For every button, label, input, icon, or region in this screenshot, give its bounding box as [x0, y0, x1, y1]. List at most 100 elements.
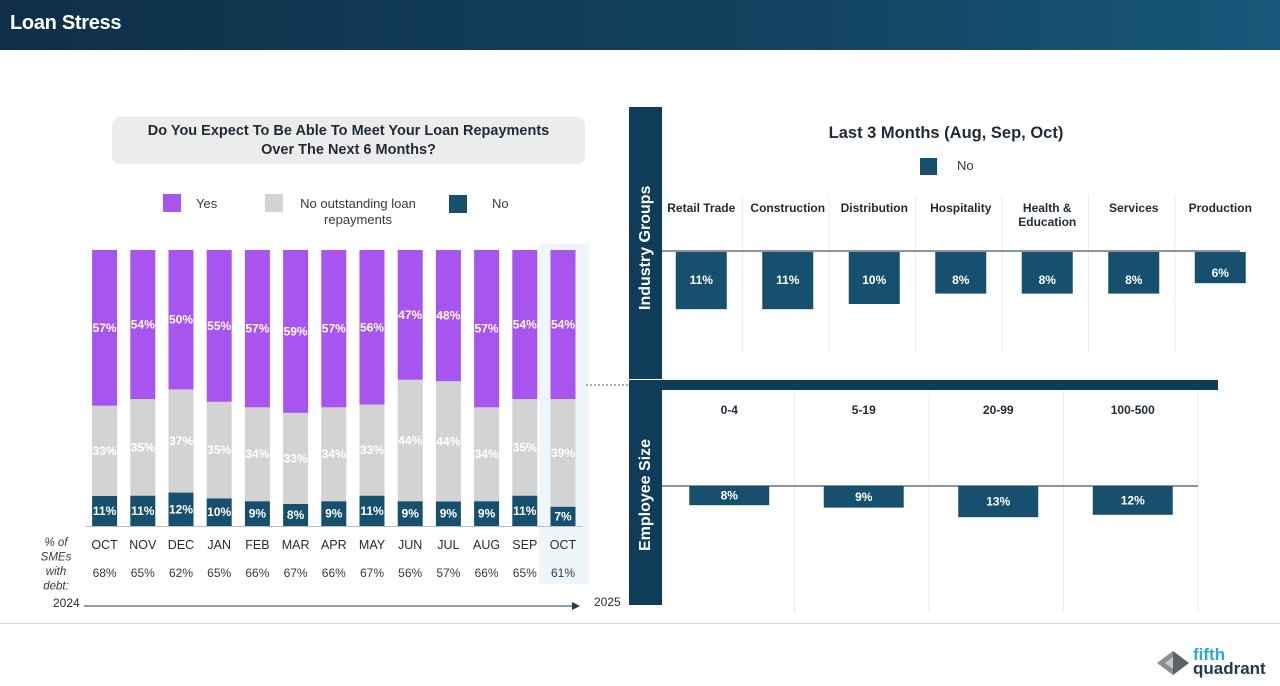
employee-bar [1092, 486, 1173, 515]
employee-bar-value: 12% [1121, 493, 1145, 507]
bar-segment-no [244, 501, 270, 526]
bar-segment-no [92, 495, 118, 526]
legend-no-outstanding-line-2: repayments [324, 212, 392, 227]
industry-bar [1194, 252, 1246, 284]
footer-divider [0, 623, 1280, 624]
data-label-no-outstanding: 35% [207, 443, 231, 457]
bar-segment-no-outstanding [283, 412, 309, 504]
fifth-quadrant-logo: fifth quadrant [1155, 645, 1266, 681]
data-label-no: 7% [554, 509, 572, 523]
logo-mark-icon [1157, 651, 1189, 675]
industry-bar [935, 252, 987, 294]
bar-segment-no-outstanding [512, 399, 538, 496]
employee-category-label: 5-19 [852, 403, 876, 417]
bar-segment-yes [168, 250, 194, 390]
data-label-no: 9% [402, 507, 420, 521]
data-label-no-outstanding: 34% [322, 447, 346, 461]
bar-segment-no-outstanding [168, 389, 194, 493]
month-tick-label: SEP [512, 538, 537, 552]
data-label-no: 9% [478, 507, 496, 521]
bar-segment-yes [283, 250, 309, 413]
industry-category-label: Production [1189, 201, 1252, 215]
bar-segment-no-outstanding [130, 399, 156, 496]
data-label-no-outstanding: 33% [284, 451, 308, 465]
month-tick-label: MAY [359, 538, 386, 552]
industry-category-label: Services [1109, 201, 1159, 215]
data-label-yes: 55% [207, 319, 231, 333]
legend-no-swatch [449, 195, 467, 213]
legend-no-label: No [492, 196, 509, 211]
industry-category-label: Education [1018, 215, 1076, 229]
legend-yes-label: Yes [196, 196, 218, 211]
data-label-yes: 54% [551, 318, 575, 332]
debt-percentage-label: 57% [436, 566, 460, 580]
month-tick-label: AUG [473, 538, 500, 552]
data-label-yes: 50% [169, 313, 193, 327]
industry-category-label: Construction [750, 201, 825, 215]
right-chart-title: Last 3 Months (Aug, Sep, Oct) [828, 124, 1064, 142]
question-line-2: Over The Next 6 Months? [261, 142, 436, 158]
data-label-no-outstanding: 34% [475, 447, 499, 461]
data-label-no: 11% [360, 504, 384, 518]
bar-segment-no [283, 503, 309, 526]
bar-segment-no [550, 506, 576, 526]
data-label-no: 10% [207, 505, 231, 519]
data-label-no: 11% [93, 504, 117, 518]
legend-no-outstanding-swatch [265, 194, 283, 212]
bar-segment-no [512, 495, 538, 526]
data-label-no-outstanding: 34% [245, 447, 269, 461]
employee-size-band: Employee Size [629, 380, 662, 605]
bar-segment-yes [130, 250, 156, 400]
month-tick-label: JUL [437, 538, 459, 552]
industry-bar [848, 252, 900, 304]
bar-segment-no [130, 495, 156, 526]
data-label-yes: 57% [475, 322, 499, 336]
year-start-label: 2024 [53, 596, 80, 610]
bar-segment-no-outstanding [92, 405, 118, 496]
industry-bar-value: 6% [1212, 266, 1230, 280]
section-divider-bar [662, 380, 1218, 390]
data-label-no: 11% [131, 504, 155, 518]
bar-segment-yes [550, 250, 576, 400]
bar-segment-yes [474, 250, 500, 408]
bar-segment-no-outstanding [321, 407, 347, 502]
employee-bar-value: 8% [721, 489, 739, 503]
timeline-arrow-head [572, 602, 580, 610]
stacked-bar-chart: 11% 33% 57% OCT 68% 11% 35% 54% NOV 65% 12% 37% 50% D… [41, 244, 630, 610]
month-tick-label: OCT [550, 538, 577, 552]
bar-segment-yes [244, 250, 270, 408]
bar-segment-no-outstanding [397, 379, 423, 502]
bar-segment-no [168, 492, 194, 526]
debt-percentage-label: 67% [284, 566, 308, 580]
data-label-no: 9% [440, 507, 458, 521]
industry-category-label: Distribution [841, 201, 908, 215]
industry-bar [762, 252, 814, 310]
bar-segment-yes [435, 250, 461, 382]
header-bar: Loan Stress [0, 0, 1280, 50]
bar-segment-no-outstanding [435, 381, 461, 502]
debt-percentage-label: 67% [360, 566, 384, 580]
data-label-no-outstanding: 35% [513, 440, 537, 454]
industry-bar-value: 8% [1125, 273, 1143, 287]
bar-segment-no [359, 495, 385, 526]
data-label-no-outstanding: 44% [398, 433, 422, 447]
bar-segment-no [474, 501, 500, 526]
data-label-yes: 54% [131, 318, 155, 332]
legend-no-outstanding-line-1: No outstanding loan [300, 196, 416, 211]
industry-bar-value: 11% [690, 273, 714, 287]
debt-percentage-label: 65% [131, 566, 155, 580]
debt-percentage-label: 65% [207, 566, 231, 580]
industry-bar [675, 252, 727, 310]
employee-category-label: 20-99 [983, 403, 1014, 417]
employee-bar-value: 13% [986, 495, 1010, 509]
month-tick-label: JUN [398, 538, 422, 552]
industry-bar [1108, 252, 1160, 294]
employee-category-label: 0-4 [721, 403, 739, 417]
industry-bar [1021, 252, 1073, 294]
industry-bar-value: 8% [1039, 273, 1057, 287]
debt-row-label: debt: [43, 581, 69, 593]
debt-percentage-label: 65% [513, 566, 537, 580]
debt-percentage-label: 66% [322, 566, 346, 580]
industry-bar-value: 8% [952, 273, 970, 287]
legend-no-outstanding-label: No outstanding loan repayments [293, 196, 423, 228]
